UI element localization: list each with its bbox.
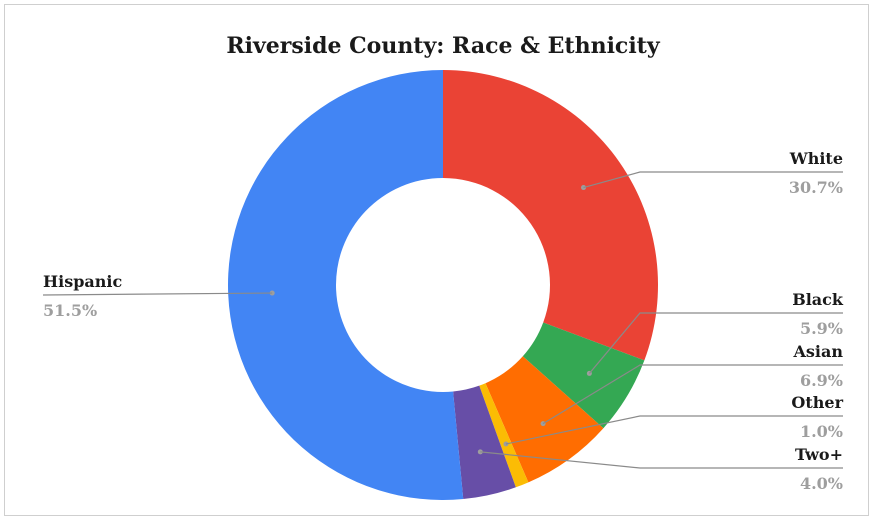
- label-value: 6.9%: [800, 371, 843, 390]
- label-name: Two+: [795, 445, 843, 464]
- label-name: Hispanic: [43, 272, 122, 291]
- label-value: 30.7%: [789, 178, 843, 197]
- slice-hispanic: [228, 70, 463, 500]
- label-value: 1.0%: [800, 422, 843, 441]
- slices-group: [228, 70, 658, 500]
- chart-title: Riverside County: Race & Ethnicity: [226, 33, 661, 59]
- label-name: Asian: [793, 342, 844, 361]
- label-value: 5.9%: [800, 319, 843, 338]
- label-value: 51.5%: [43, 301, 97, 320]
- slice-white: [443, 70, 658, 360]
- label-value: 4.0%: [800, 474, 843, 493]
- label-name: Black: [792, 290, 844, 309]
- label-name: White: [789, 149, 843, 168]
- label-name: Other: [791, 393, 843, 412]
